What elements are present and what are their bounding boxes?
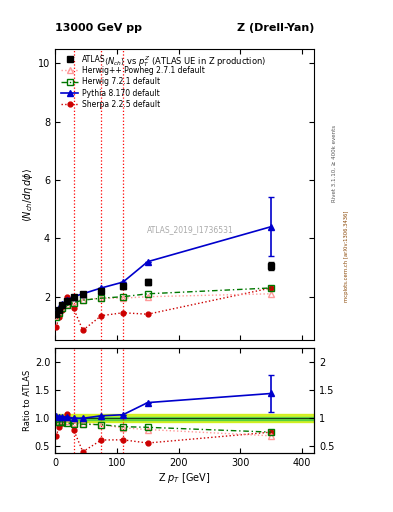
Bar — [55, 414, 314, 422]
Y-axis label: Ratio to ATLAS: Ratio to ATLAS — [23, 370, 32, 431]
Text: mcplots.cern.ch [arXiv:1306.3436]: mcplots.cern.ch [arXiv:1306.3436] — [344, 210, 349, 302]
Legend: ATLAS, Herwig++ Powheg 2.7.1 default, Herwig 7.2.1 default, Pythia 8.170 default: ATLAS, Herwig++ Powheg 2.7.1 default, He… — [59, 52, 207, 111]
Bar — [55, 417, 314, 420]
Text: 13000 GeV pp: 13000 GeV pp — [55, 23, 142, 33]
Text: Z (Drell-Yan): Z (Drell-Yan) — [237, 23, 314, 33]
Text: Rivet 3.1.10, ≥ 400k events: Rivet 3.1.10, ≥ 400k events — [332, 125, 337, 202]
Text: $\langle N_{ch}\rangle$ vs $p_T^Z$ (ATLAS UE in Z production): $\langle N_{ch}\rangle$ vs $p_T^Z$ (ATLA… — [104, 54, 266, 70]
Text: ATLAS_2019_I1736531: ATLAS_2019_I1736531 — [147, 225, 233, 234]
X-axis label: Z $p_T$ [GeV]: Z $p_T$ [GeV] — [158, 471, 211, 485]
Y-axis label: $\langle N_{ch}/d\eta\,d\phi\rangle$: $\langle N_{ch}/d\eta\,d\phi\rangle$ — [21, 167, 35, 222]
